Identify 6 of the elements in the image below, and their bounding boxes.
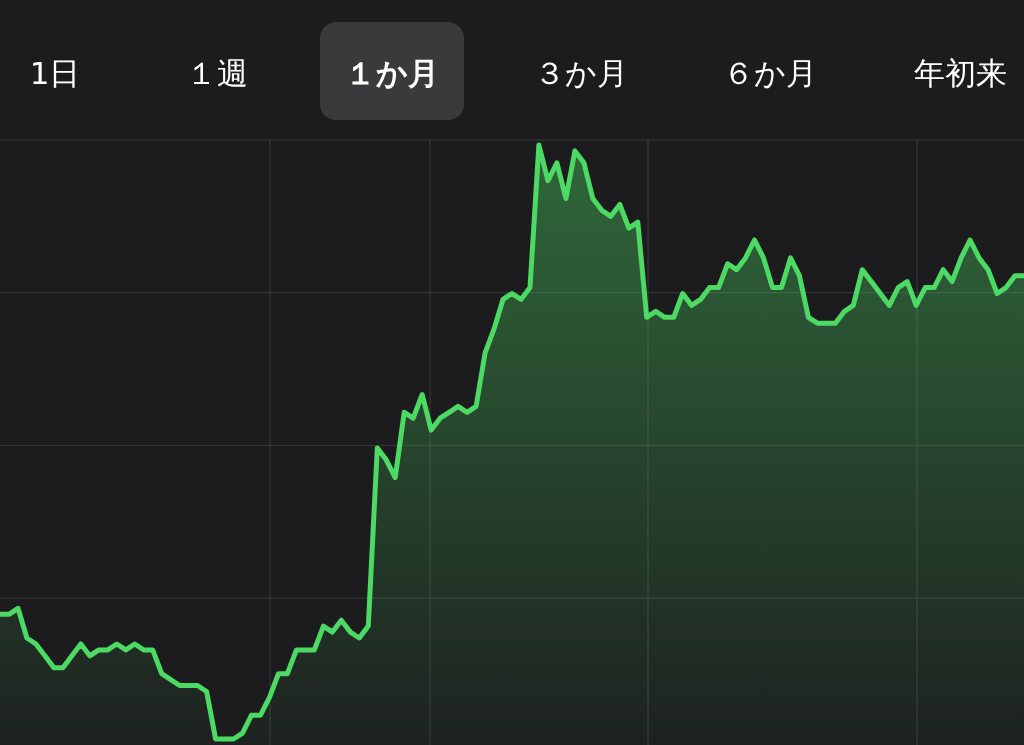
text: ３か月 xyxy=(534,55,628,91)
text: 年初来 xyxy=(913,55,1007,91)
text: １週 xyxy=(186,55,248,91)
text: ６か月 xyxy=(723,55,817,91)
text: 1日 xyxy=(29,55,81,91)
text: １か月 xyxy=(345,55,439,91)
